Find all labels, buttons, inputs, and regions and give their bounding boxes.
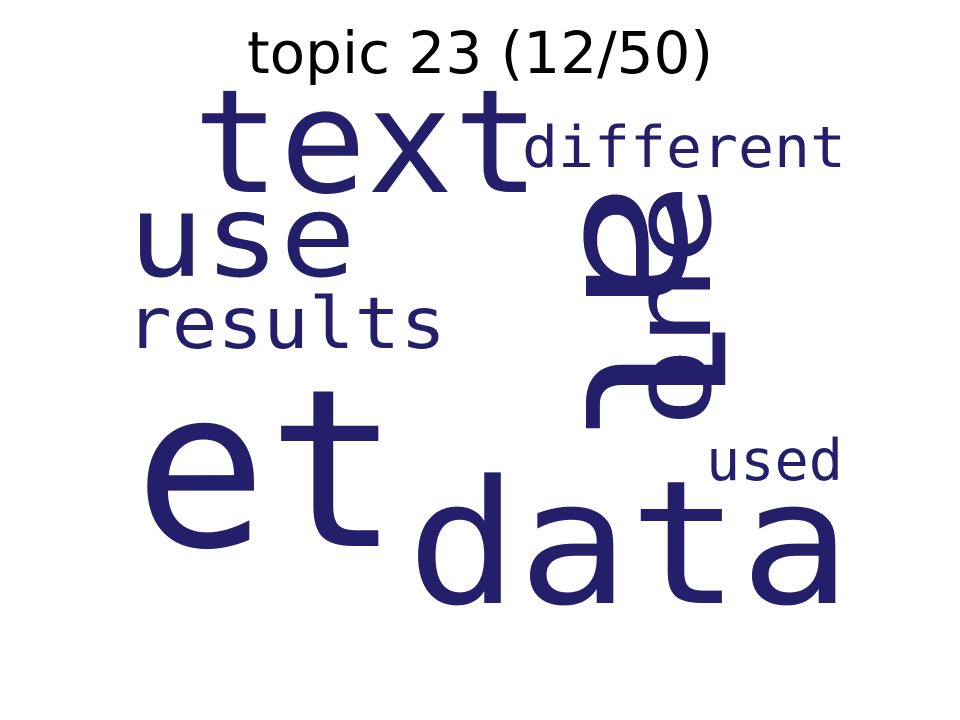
word-text: text	[193, 58, 540, 226]
word-et: et	[134, 342, 400, 598]
word-different: different	[522, 115, 846, 181]
word-used: used	[706, 428, 843, 494]
word-al: al	[543, 180, 755, 450]
word-use: use	[128, 170, 356, 303]
word-one: one	[608, 184, 736, 428]
word-results: results	[126, 282, 446, 365]
word-data: data	[407, 443, 851, 644]
page-title: topic 23 (12/50)	[246, 19, 714, 87]
